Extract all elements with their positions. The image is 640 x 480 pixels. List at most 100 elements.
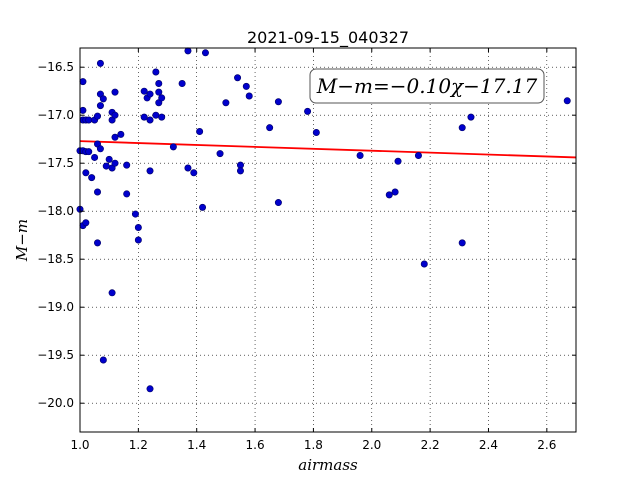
data-point — [158, 94, 166, 102]
data-point — [146, 385, 154, 393]
data-point — [563, 97, 571, 105]
grid-lines — [79, 48, 576, 432]
data-point — [111, 88, 119, 96]
data-point — [201, 49, 209, 57]
data-point — [117, 130, 125, 138]
data-point — [467, 113, 475, 121]
data-point — [184, 47, 192, 55]
x-tick-label: 2.0 — [362, 438, 381, 452]
data-point — [79, 106, 87, 114]
data-point — [414, 152, 422, 160]
data-point — [102, 162, 110, 170]
chart-title: 2021-09-15_040327 — [247, 28, 409, 48]
y-axis-label: M−m — [13, 219, 31, 262]
data-point — [131, 210, 139, 218]
data-point — [146, 116, 154, 124]
data-point — [184, 164, 192, 172]
data-point — [85, 116, 93, 124]
plot-frame — [79, 47, 577, 433]
data-point — [152, 111, 160, 119]
data-point — [111, 133, 119, 141]
x-tick-label: 1.2 — [129, 438, 148, 452]
data-point — [356, 152, 364, 160]
data-point — [146, 90, 154, 98]
data-point — [312, 128, 320, 136]
data-point — [140, 87, 148, 95]
data-point — [242, 82, 250, 90]
data-point — [236, 161, 244, 169]
data-point — [111, 159, 119, 167]
data-point — [199, 203, 207, 211]
data-point — [99, 356, 107, 364]
x-tick-label: 1.8 — [304, 438, 323, 452]
y-tick-label: −19.5 — [37, 348, 74, 362]
x-tick-label: 1.6 — [246, 438, 265, 452]
data-point — [94, 112, 102, 120]
data-point — [190, 169, 198, 177]
data-point — [108, 289, 116, 297]
annotation-box — [309, 68, 545, 104]
data-point — [91, 153, 99, 161]
data-point — [88, 174, 96, 182]
data-point — [274, 98, 282, 106]
y-tick-label: −16.5 — [37, 60, 74, 74]
data-point — [304, 107, 312, 115]
x-tick-label: 2.2 — [421, 438, 440, 452]
data-point — [169, 143, 177, 151]
data-point — [140, 113, 148, 121]
data-point — [134, 236, 142, 244]
data-point — [178, 80, 186, 88]
fit-line-group — [79, 140, 577, 159]
data-point — [391, 188, 399, 196]
data-point — [96, 59, 104, 67]
data-point — [96, 145, 104, 153]
data-point — [94, 239, 102, 247]
data-point — [274, 199, 282, 207]
data-point — [155, 80, 163, 88]
data-point — [236, 167, 244, 175]
x-tick-label: 2.4 — [479, 438, 498, 452]
fit-line — [79, 140, 577, 159]
y-tick-label: −18.5 — [37, 252, 74, 266]
data-point — [155, 88, 163, 96]
data-point — [234, 74, 242, 82]
data-point — [134, 224, 142, 232]
y-tick-label: −17.0 — [37, 108, 74, 122]
x-axis-label: airmass — [298, 456, 358, 474]
data-point — [99, 95, 107, 103]
data-point — [79, 78, 87, 86]
data-point — [458, 124, 466, 132]
x-tick-label: 1.0 — [70, 438, 89, 452]
data-point — [152, 68, 160, 76]
data-point — [245, 92, 253, 100]
data-point — [123, 161, 131, 169]
data-point — [216, 150, 224, 158]
y-tick-label: −17.5 — [37, 156, 74, 170]
x-tick-label: 1.4 — [187, 438, 206, 452]
data-points — [76, 47, 571, 393]
annotation-text: M−m=−0.10χ−17.17 — [316, 74, 538, 98]
data-point — [222, 99, 230, 107]
data-point — [266, 124, 274, 132]
data-point — [123, 190, 131, 198]
data-point — [85, 148, 93, 156]
y-tick-label: −20.0 — [37, 396, 74, 410]
data-point — [196, 128, 204, 136]
data-point — [394, 157, 402, 165]
data-point — [458, 239, 466, 247]
data-point — [158, 113, 166, 121]
axis-ticks: 1.0 1.2 1.4 1.6 1.8 2.0 2.2 2.4 2.6 −16.5 −17.0 −17… — [37, 48, 576, 452]
data-point — [82, 219, 90, 227]
data-point — [105, 155, 113, 163]
data-point — [146, 167, 154, 175]
data-point — [111, 111, 119, 119]
x-tick-label: 2.6 — [537, 438, 556, 452]
y-tick-label: −19.0 — [37, 300, 74, 314]
data-point — [385, 191, 393, 199]
y-tick-label: −18.0 — [37, 204, 74, 218]
fit-equation-annotation: M−m=−0.10χ−17.17 — [309, 68, 545, 104]
data-point — [94, 188, 102, 196]
data-point — [420, 260, 428, 268]
data-point — [96, 102, 104, 110]
